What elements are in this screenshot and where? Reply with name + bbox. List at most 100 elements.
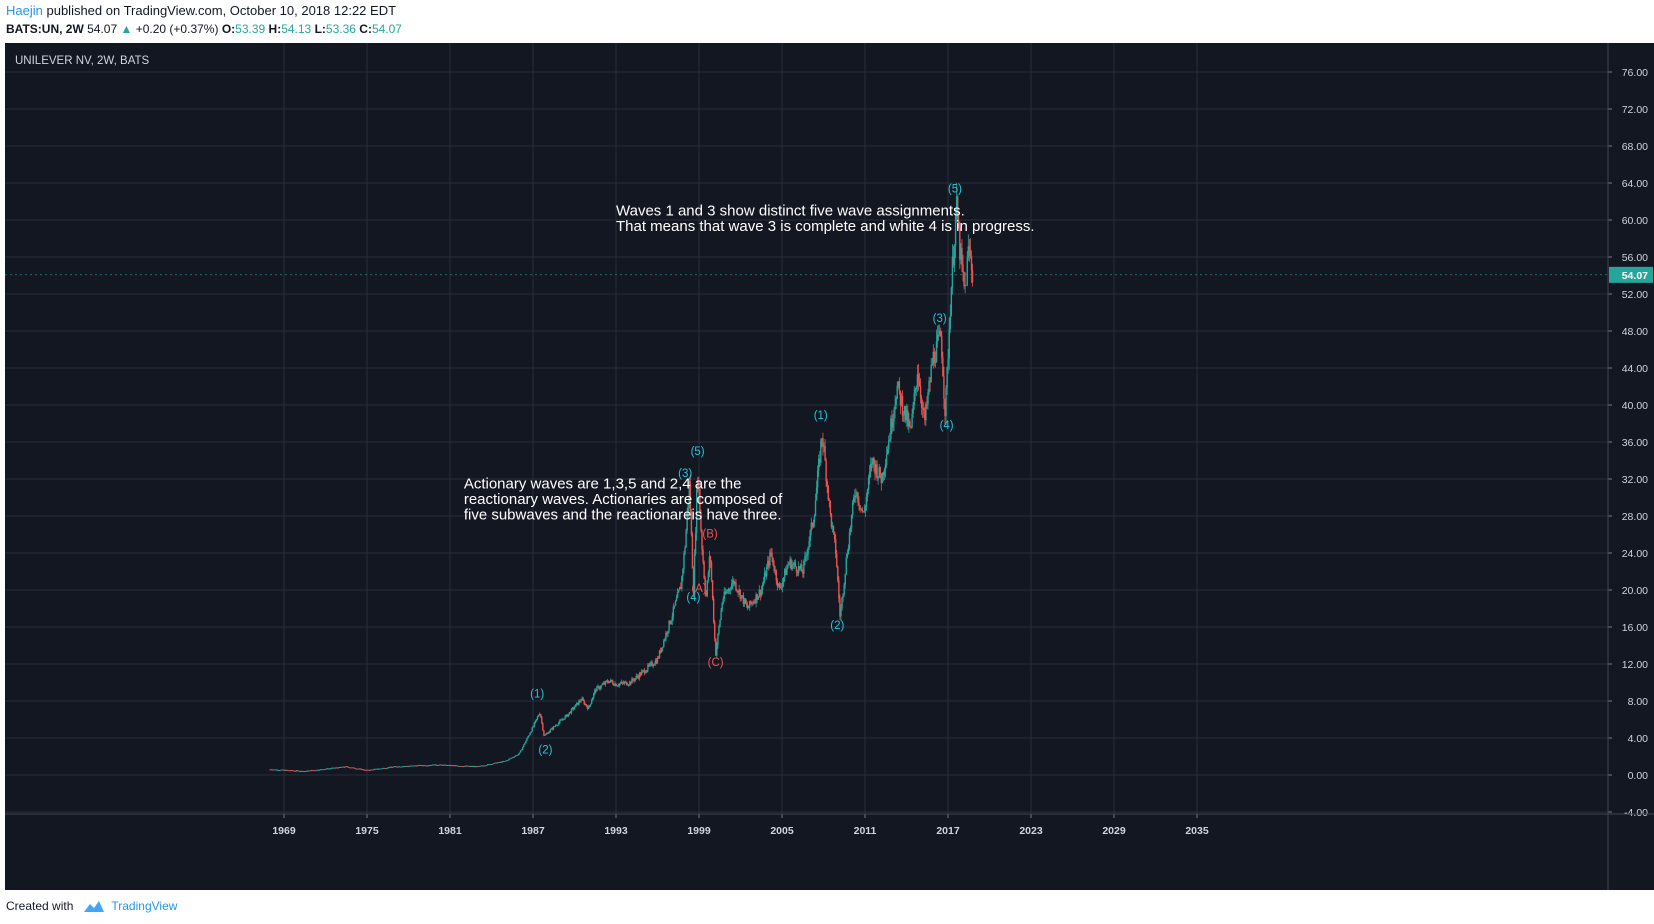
candle-body (772, 557, 774, 566)
candle-body (829, 500, 832, 514)
candle-body (866, 489, 869, 498)
candle-body (729, 589, 732, 591)
candle-body (401, 766, 403, 768)
author-link[interactable]: Haejin (6, 3, 43, 18)
candle-body (537, 715, 540, 717)
candle-body (631, 678, 633, 684)
candle-body (827, 485, 829, 500)
candle-body (788, 562, 790, 566)
candle-body (841, 597, 843, 609)
candle-body (889, 439, 891, 441)
candle-body (310, 770, 313, 772)
candle-body (571, 707, 574, 709)
open-label: O: (221, 22, 236, 36)
candle-body (953, 245, 956, 266)
y-tick-label: 4.00 (1628, 733, 1649, 745)
candle-body (500, 761, 503, 763)
candle-body (761, 585, 764, 590)
candle-body (937, 334, 940, 336)
candle-body (948, 329, 950, 359)
candle-body (588, 705, 591, 707)
x-tick-label: 2011 (854, 825, 877, 837)
candle-body (510, 758, 512, 759)
x-tick-label: 1981 (438, 825, 462, 837)
created-with-text: Created with (6, 899, 74, 913)
candle-body (721, 603, 723, 611)
y-tick-label: 40.00 (1622, 400, 1648, 412)
candle-body (709, 556, 712, 563)
candle-body (331, 768, 333, 769)
y-tick-label: 72.00 (1622, 104, 1648, 116)
candle-body (315, 770, 317, 772)
low-value: 53.36 (325, 22, 356, 36)
candle-body (324, 769, 327, 770)
wave-label: (2) (538, 745, 552, 757)
candle-body (667, 630, 669, 634)
candle-body (855, 495, 857, 497)
candle-body (607, 682, 610, 684)
candle-body (797, 566, 800, 574)
price-chart[interactable]: (1)(2)(3)(4)(5)(A)(B)(C)(1)(2)(3)(4)(5) … (0, 30, 1654, 890)
candle-body (431, 764, 434, 766)
candle-body (819, 458, 821, 463)
candle-body (391, 767, 393, 768)
candle-body (572, 707, 575, 709)
candle-body (821, 438, 823, 441)
candle-body (726, 591, 729, 593)
candle-body (693, 553, 696, 594)
candle-body (858, 502, 860, 506)
candle-body (813, 515, 816, 523)
chart-background[interactable] (5, 43, 1654, 890)
candle-body (509, 758, 511, 760)
candle-body (444, 764, 446, 766)
candle-body (287, 770, 289, 772)
candle-body (969, 250, 972, 256)
y-tick-label: 36.00 (1622, 437, 1648, 449)
candle-body (332, 767, 334, 769)
candlestick-series (269, 183, 974, 773)
tradingview-logo-icon[interactable] (83, 899, 105, 913)
candle-body (387, 767, 389, 769)
candle-body (489, 764, 491, 766)
candle-body (540, 713, 542, 718)
candle-body (641, 670, 644, 672)
candle-body (453, 765, 455, 767)
candle-body (708, 556, 711, 573)
candle-body (732, 580, 734, 585)
y-tick-label: 60.00 (1622, 215, 1648, 227)
chart-container[interactable]: (1) (2) (3) (4) (5) (A) (B) (C) (1) (2) (3) (4) (5) … (0, 30, 1654, 890)
candle-body (700, 512, 702, 531)
candle-body (805, 555, 807, 557)
candle-body (447, 764, 450, 766)
candle-body (519, 750, 522, 753)
candle-body (955, 196, 958, 214)
candle-body (697, 480, 699, 490)
candle-body (595, 689, 597, 692)
candle-body (560, 719, 562, 721)
candle-body (757, 596, 759, 600)
candle-body (326, 768, 329, 770)
candle-body (628, 684, 630, 686)
candle-body (311, 770, 314, 772)
candle-body (627, 685, 629, 686)
candle-body (787, 565, 789, 568)
tradingview-link[interactable]: TradingView (111, 899, 178, 913)
candle-body (455, 765, 457, 767)
candle-body (971, 270, 974, 283)
candle-body (528, 735, 530, 737)
y-tick-label: 24.00 (1622, 548, 1648, 560)
candle-body (702, 549, 704, 563)
candle-body (705, 593, 707, 596)
candle-body (876, 464, 878, 479)
candle-body (722, 599, 724, 604)
candle-body (611, 679, 613, 682)
candle-body (280, 769, 282, 771)
candle-body (715, 638, 717, 656)
candle-body (658, 650, 661, 658)
candle-body (806, 554, 808, 556)
candle-body (698, 480, 700, 489)
candle-body (614, 683, 616, 686)
candle-body (737, 591, 739, 593)
candle-body (390, 766, 392, 768)
candle-body (421, 765, 423, 766)
